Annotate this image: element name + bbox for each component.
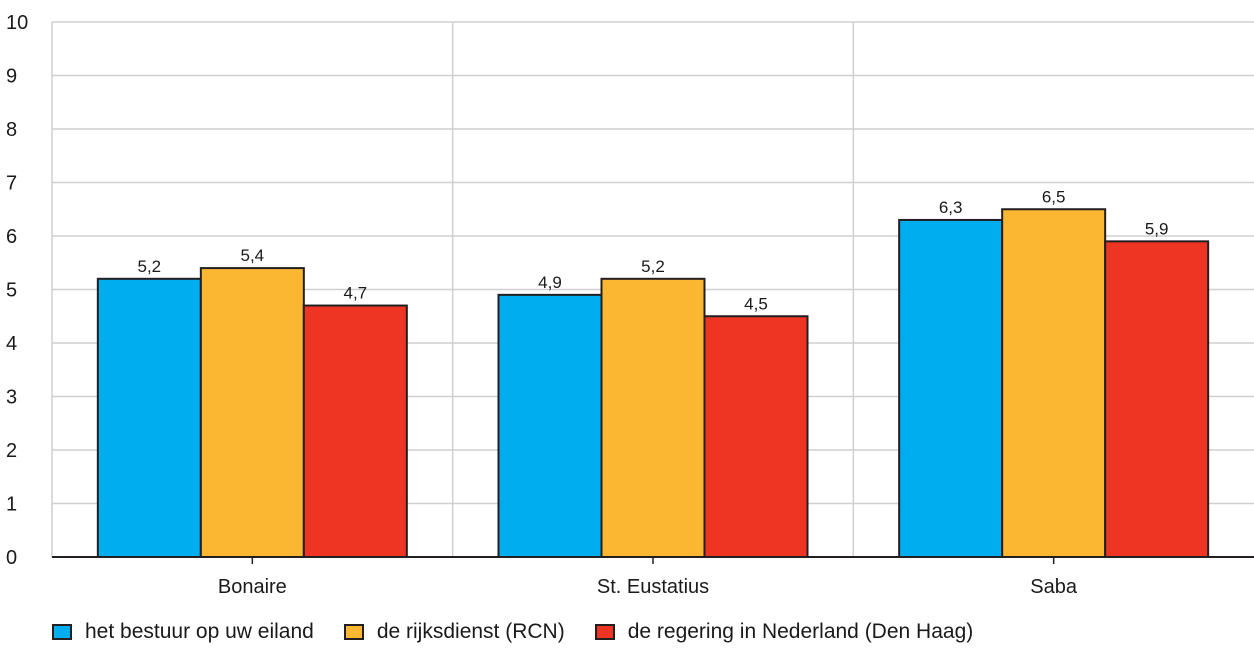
- bar: [898, 218, 1004, 558]
- y-tick-label: 0: [6, 547, 17, 569]
- bar: [497, 293, 603, 558]
- y-tick-label: 2: [6, 440, 17, 462]
- category-labels: Bonaire St. Eustatius Saba: [52, 556, 1254, 598]
- category-label: Bonaire: [218, 576, 287, 598]
- legend-item-rijksdienst: de rijksdienst (RCN): [343, 620, 565, 644]
- bar: [96, 277, 202, 558]
- y-tick-label: 10: [6, 12, 28, 34]
- bar: [1104, 240, 1210, 558]
- data-labels: 5,2 5,4 4,7 4,9 5,2 4,5 6,3 6,5 5,9: [138, 187, 1169, 313]
- legend-swatch: [343, 624, 364, 640]
- legend-item-regering: de regering in Nederland (Den Haag): [594, 620, 974, 644]
- data-label: 5,2: [138, 257, 162, 276]
- category-label: Saba: [1030, 576, 1078, 598]
- legend-item-bestuur: het bestuur op uw eiland: [52, 620, 314, 644]
- y-tick-label: 6: [6, 226, 17, 248]
- data-label: 6,3: [939, 198, 963, 217]
- bar: [199, 267, 305, 558]
- data-label: 4,7: [344, 284, 368, 303]
- legend-swatch: [52, 624, 72, 640]
- bar: [1001, 208, 1107, 558]
- legend-label: de regering in Nederland (Den Haag): [627, 620, 974, 643]
- data-label: 5,2: [641, 257, 665, 276]
- legend-swatch: [594, 624, 615, 640]
- y-tick-label: 3: [6, 387, 17, 409]
- y-tick-label: 1: [6, 494, 17, 516]
- y-axis-ticks: 0 1 2 3 4 5 6 7 8 9 10: [6, 12, 28, 569]
- y-tick-label: 4: [6, 333, 17, 355]
- legend-label: het bestuur op uw eiland: [85, 620, 314, 643]
- data-label: 5,9: [1145, 219, 1169, 238]
- bar: [302, 304, 408, 558]
- bar: [600, 277, 706, 558]
- data-label: 4,9: [538, 273, 562, 292]
- y-tick-label: 7: [6, 173, 17, 195]
- legend-label: de rijksdienst (RCN): [376, 620, 565, 643]
- data-label: 6,5: [1042, 187, 1066, 206]
- y-tick-label: 9: [6, 66, 17, 88]
- legend: het bestuur op uw eiland de rijksdienst …: [52, 620, 1003, 644]
- y-tick-label: 5: [6, 280, 17, 302]
- bars: [96, 208, 1210, 558]
- category-label: St. Eustatius: [597, 576, 709, 598]
- y-tick-label: 8: [6, 119, 17, 141]
- data-label: 5,4: [241, 246, 265, 265]
- data-label: 4,5: [744, 294, 768, 313]
- bar: [703, 315, 809, 558]
